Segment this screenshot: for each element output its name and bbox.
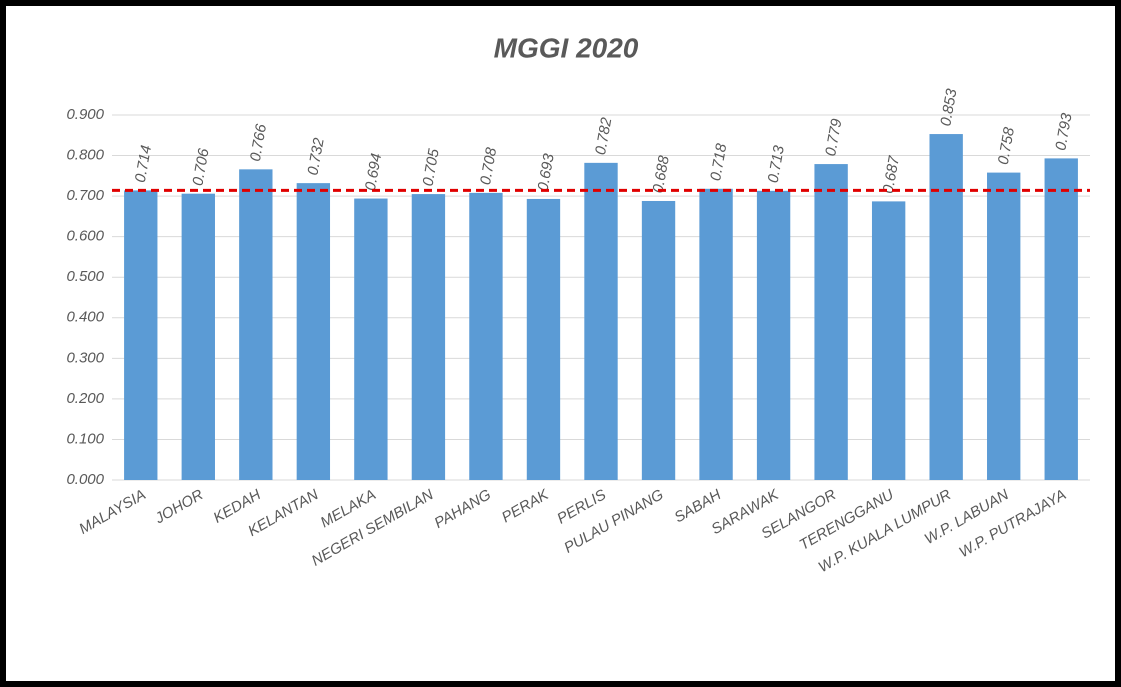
y-tick-label: 0.300 [66, 349, 104, 366]
y-tick-label: 0.700 [66, 187, 104, 204]
bar [871, 201, 906, 480]
bar [239, 169, 273, 480]
bar [641, 200, 676, 480]
value-label: 0.793 [1052, 111, 1075, 152]
bar [1044, 158, 1078, 480]
value-label: 0.687 [880, 154, 903, 195]
value-label: 0.694 [362, 152, 385, 192]
bar [354, 198, 388, 481]
value-label: 0.766 [247, 122, 270, 163]
value-label: 0.705 [420, 147, 443, 188]
value-label: 0.713 [765, 144, 788, 185]
bar [469, 192, 503, 480]
y-tick-label: 0.800 [66, 147, 104, 164]
y-tick-label: 0.400 [66, 309, 104, 326]
value-label: 0.714 [132, 144, 155, 184]
value-label: 0.693 [535, 152, 558, 193]
y-tick-label: 0.500 [66, 268, 104, 285]
y-tick-label: 0.900 [66, 106, 104, 123]
bar [526, 198, 561, 480]
chart-title: MGGI 2020 [494, 32, 639, 63]
value-label: 0.708 [477, 146, 500, 187]
y-tick-label: 0.000 [66, 471, 104, 488]
bar [814, 164, 848, 481]
bar [411, 194, 446, 481]
value-label: 0.718 [707, 142, 730, 183]
value-label: 0.782 [592, 116, 615, 157]
value-label: 0.706 [189, 146, 212, 187]
value-label: 0.758 [995, 125, 1018, 166]
bar [756, 190, 791, 481]
bar [584, 162, 618, 480]
bar [124, 190, 158, 480]
value-label: 0.853 [937, 87, 960, 128]
y-tick-label: 0.100 [66, 430, 104, 447]
value-label: 0.732 [304, 136, 327, 177]
y-tick-label: 0.600 [66, 228, 104, 245]
bar [929, 134, 963, 481]
bar [987, 172, 1021, 481]
value-label: 0.779 [822, 117, 845, 158]
value-label: 0.688 [650, 154, 673, 195]
bar [699, 188, 733, 481]
bar [296, 183, 331, 480]
y-tick-label: 0.200 [66, 390, 104, 407]
bar [181, 193, 215, 480]
